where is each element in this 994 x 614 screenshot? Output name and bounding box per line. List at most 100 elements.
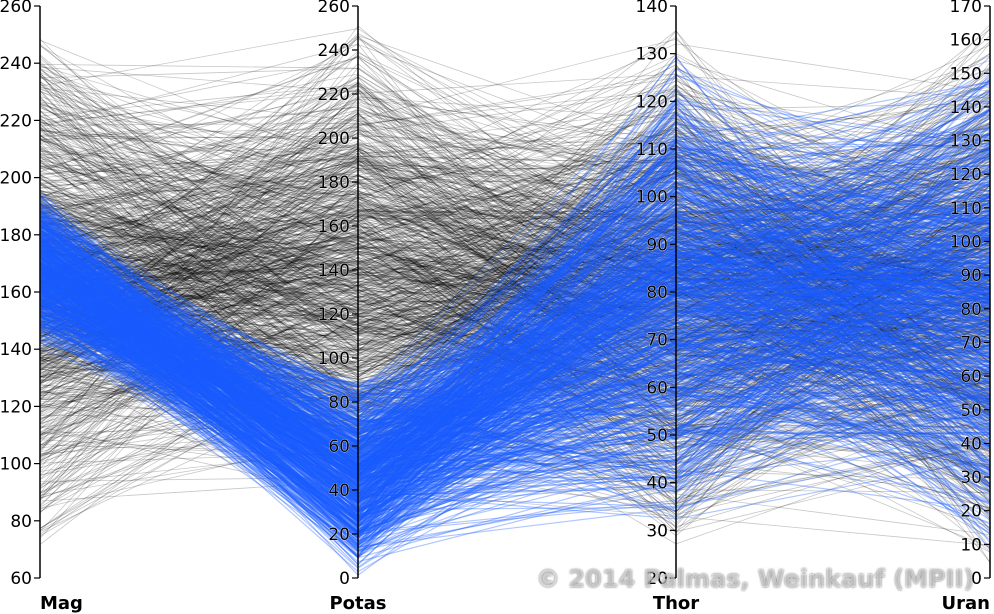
data-polyline: [39, 111, 991, 382]
data-polyline: [39, 163, 991, 393]
data-polyline: [39, 291, 991, 499]
data-polyline: [39, 221, 991, 448]
data-polyline: [39, 246, 991, 332]
data-polyline: [39, 204, 991, 485]
data-polyline: [39, 255, 991, 400]
data-polyline: [39, 254, 991, 457]
data-polyline: [39, 173, 991, 424]
data-polyline: [39, 205, 991, 439]
data-polyline: [39, 60, 991, 385]
data-polyline: [39, 200, 991, 436]
data-polyline: [39, 247, 991, 356]
data-polyline: [39, 235, 991, 452]
data-polyline: [39, 147, 991, 394]
data-polyline: [39, 147, 991, 435]
data-polyline: [39, 239, 991, 407]
data-polyline: [39, 142, 991, 513]
data-polyline: [39, 71, 991, 504]
data-polyline: [39, 255, 991, 470]
data-polyline: [39, 127, 991, 362]
data-polyline: [39, 172, 991, 510]
data-polyline: [39, 225, 991, 480]
data-polyline: [39, 127, 991, 422]
data-polyline: [39, 53, 991, 249]
data-polyline: [39, 145, 991, 344]
data-polyline: [39, 173, 991, 527]
data-polyline: [39, 66, 991, 508]
data-polyline: [39, 182, 991, 474]
tick-label: 30: [646, 521, 668, 541]
data-polyline: [39, 91, 991, 263]
data-polyline: [39, 195, 991, 374]
data-polyline: [39, 120, 991, 487]
data-polyline: [39, 240, 991, 443]
data-polyline: [39, 191, 991, 345]
data-polyline: [39, 271, 991, 526]
data-polyline: [39, 219, 991, 481]
data-polyline: [39, 242, 991, 452]
data-polyline: [39, 206, 991, 328]
data-polyline: [39, 262, 991, 342]
data-polyline: [39, 105, 991, 509]
data-polyline: [39, 78, 991, 297]
data-polyline: [39, 232, 991, 433]
tick-label: 80: [328, 393, 350, 413]
data-polyline: [39, 35, 991, 457]
data-polyline: [39, 73, 991, 396]
data-polyline: [39, 121, 991, 449]
data-polyline: [39, 215, 991, 529]
data-polyline: [39, 233, 991, 520]
data-polyline: [39, 220, 991, 480]
data-polyline: [39, 228, 991, 469]
data-polyline: [39, 202, 991, 457]
data-polyline: [39, 162, 991, 437]
tick-label: 70: [960, 333, 982, 353]
data-polyline: [39, 271, 991, 554]
data-polyline: [39, 224, 991, 393]
data-polyline: [39, 240, 991, 423]
data-polyline: [39, 121, 991, 499]
data-polyline: [39, 69, 991, 326]
data-polyline: [39, 219, 991, 405]
data-polyline: [39, 228, 991, 466]
data-polyline: [39, 174, 991, 469]
data-polyline: [39, 257, 991, 443]
data-polyline: [39, 242, 991, 478]
tick-label: 140: [0, 340, 32, 360]
data-polyline: [39, 94, 991, 434]
data-polyline: [39, 264, 991, 335]
tick-label: 100: [318, 349, 350, 369]
data-polyline: [39, 195, 991, 430]
data-polyline: [39, 202, 991, 413]
data-polyline: [39, 221, 991, 535]
data-polyline: [39, 173, 991, 385]
data-polyline: [39, 241, 991, 463]
data-polyline: [39, 172, 991, 300]
data-polyline: [39, 216, 991, 332]
axis-label-thor: Thor: [653, 593, 699, 614]
data-polyline: [39, 229, 991, 354]
data-polyline: [39, 219, 991, 492]
data-polyline: [39, 248, 991, 495]
data-polyline: [39, 276, 991, 535]
data-polyline: [39, 67, 991, 395]
data-polyline: [39, 192, 991, 476]
data-polyline: [39, 266, 991, 350]
data-polyline: [39, 132, 991, 518]
data-polyline: [39, 234, 991, 351]
data-polyline: [39, 226, 991, 475]
data-polyline: [39, 165, 991, 474]
data-polyline: [39, 196, 991, 384]
data-polyline: [39, 120, 991, 536]
data-polyline: [39, 237, 991, 311]
data-polyline: [39, 253, 991, 535]
tick-label: 120: [318, 305, 350, 325]
data-polyline: [39, 189, 991, 559]
data-polyline: [39, 174, 991, 325]
data-polyline: [39, 160, 991, 337]
data-polyline: [39, 200, 991, 356]
data-polyline: [39, 73, 991, 335]
data-polyline: [39, 283, 991, 485]
data-polyline: [39, 163, 991, 427]
data-polyline: [39, 300, 991, 520]
